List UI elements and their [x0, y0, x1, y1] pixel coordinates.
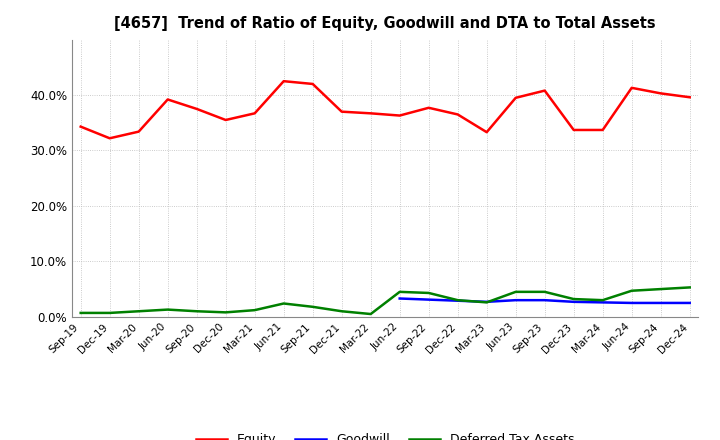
- Equity: [541, 88, 549, 93]
- Equity: [338, 109, 346, 114]
- Goodwill: [424, 297, 433, 302]
- Equity: [511, 95, 520, 100]
- Deferred Tax Assets: [657, 286, 665, 292]
- Equity: [598, 127, 607, 132]
- Equity: [192, 106, 201, 111]
- Equity: [570, 127, 578, 132]
- Goodwill: [395, 296, 404, 301]
- Line: Goodwill: Goodwill: [400, 298, 690, 303]
- Deferred Tax Assets: [76, 310, 85, 315]
- Goodwill: [454, 298, 462, 303]
- Deferred Tax Assets: [279, 301, 288, 306]
- Goodwill: [657, 300, 665, 305]
- Goodwill: [685, 300, 694, 305]
- Equity: [454, 112, 462, 117]
- Equity: [308, 81, 317, 87]
- Deferred Tax Assets: [541, 289, 549, 294]
- Equity: [657, 91, 665, 96]
- Deferred Tax Assets: [570, 297, 578, 302]
- Equity: [482, 129, 491, 135]
- Deferred Tax Assets: [627, 288, 636, 293]
- Deferred Tax Assets: [338, 308, 346, 314]
- Deferred Tax Assets: [135, 308, 143, 314]
- Equity: [395, 113, 404, 118]
- Goodwill: [541, 297, 549, 303]
- Equity: [251, 111, 259, 116]
- Legend: Equity, Goodwill, Deferred Tax Assets: Equity, Goodwill, Deferred Tax Assets: [191, 429, 580, 440]
- Deferred Tax Assets: [598, 297, 607, 303]
- Deferred Tax Assets: [366, 312, 375, 317]
- Deferred Tax Assets: [685, 285, 694, 290]
- Deferred Tax Assets: [251, 308, 259, 313]
- Equity: [627, 85, 636, 91]
- Goodwill: [627, 300, 636, 305]
- Goodwill: [482, 299, 491, 304]
- Deferred Tax Assets: [424, 290, 433, 296]
- Deferred Tax Assets: [192, 308, 201, 314]
- Title: [4657]  Trend of Ratio of Equity, Goodwill and DTA to Total Assets: [4657] Trend of Ratio of Equity, Goodwil…: [114, 16, 656, 32]
- Line: Deferred Tax Assets: Deferred Tax Assets: [81, 287, 690, 314]
- Deferred Tax Assets: [395, 289, 404, 294]
- Equity: [685, 95, 694, 100]
- Goodwill: [598, 300, 607, 305]
- Deferred Tax Assets: [105, 310, 114, 315]
- Equity: [221, 117, 230, 123]
- Equity: [366, 111, 375, 116]
- Equity: [135, 129, 143, 134]
- Deferred Tax Assets: [511, 289, 520, 294]
- Equity: [279, 78, 288, 84]
- Line: Equity: Equity: [81, 81, 690, 138]
- Deferred Tax Assets: [482, 300, 491, 305]
- Equity: [76, 124, 85, 129]
- Equity: [424, 105, 433, 110]
- Deferred Tax Assets: [221, 310, 230, 315]
- Deferred Tax Assets: [454, 297, 462, 303]
- Deferred Tax Assets: [308, 304, 317, 309]
- Goodwill: [511, 297, 520, 303]
- Equity: [163, 97, 172, 102]
- Goodwill: [570, 299, 578, 304]
- Deferred Tax Assets: [163, 307, 172, 312]
- Equity: [105, 136, 114, 141]
